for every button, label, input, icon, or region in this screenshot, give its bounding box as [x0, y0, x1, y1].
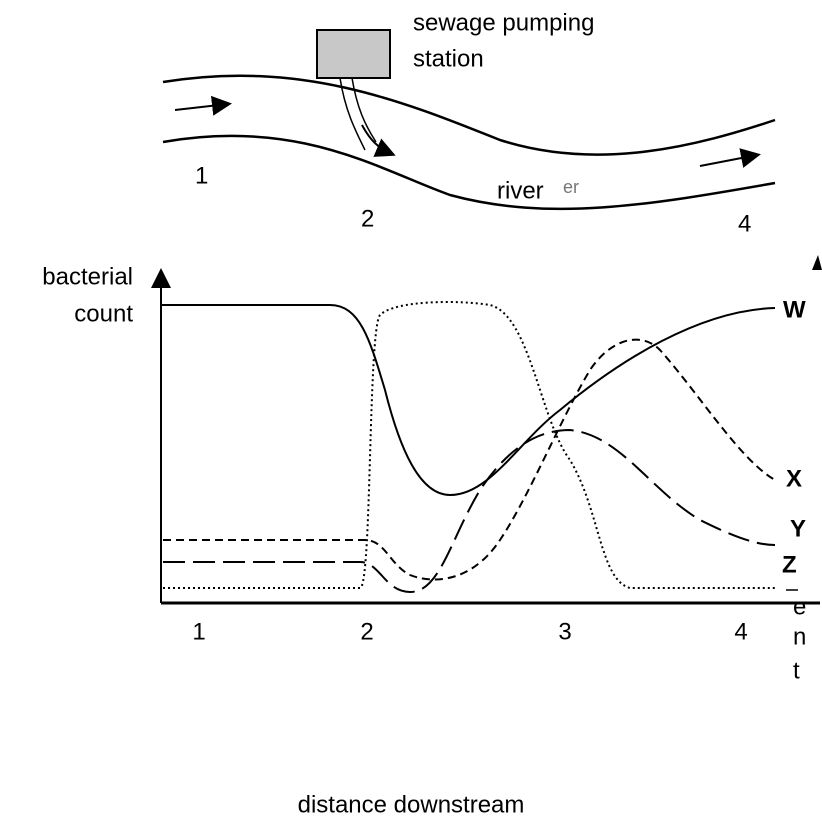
- curve-label: Z: [782, 551, 797, 578]
- y-axis-label: count: [74, 300, 133, 327]
- river-point: 4: [738, 210, 751, 237]
- flow-arrow: [174, 95, 232, 116]
- x-axis-label: distance downstream: [298, 791, 525, 818]
- river-artifact: er: [563, 177, 579, 197]
- river-bank: [162, 74, 776, 156]
- pumping-station: [316, 29, 391, 79]
- edge-artifact: n: [793, 623, 806, 650]
- x-axis-point: 2: [360, 618, 373, 645]
- river-point: 2: [361, 205, 374, 232]
- curve-y: [163, 428, 776, 594]
- river-bank: [162, 134, 776, 211]
- river-point: 1: [195, 162, 208, 189]
- x-axis-point: 4: [734, 618, 747, 645]
- station-label: station: [413, 45, 484, 72]
- curve-label: X: [786, 465, 802, 492]
- curve-z: [163, 301, 775, 589]
- x-axis-point: 3: [558, 618, 571, 645]
- station-label: sewage pumping: [413, 9, 594, 36]
- curve-label: W: [783, 296, 806, 323]
- curve-w: [161, 304, 776, 497]
- edge-artifact: t: [793, 657, 800, 684]
- pipe: [351, 77, 377, 143]
- edge-artifact: e: [793, 593, 806, 620]
- curve-x: [163, 338, 776, 581]
- axis-arrow: [812, 255, 822, 270]
- curve-label: Y: [790, 515, 806, 542]
- x-axis-point: 1: [192, 618, 205, 645]
- flow-arrow: [361, 124, 396, 157]
- flow-arrow: [699, 148, 761, 168]
- river-label: river: [497, 177, 544, 204]
- y-axis-label: bacterial: [42, 263, 133, 290]
